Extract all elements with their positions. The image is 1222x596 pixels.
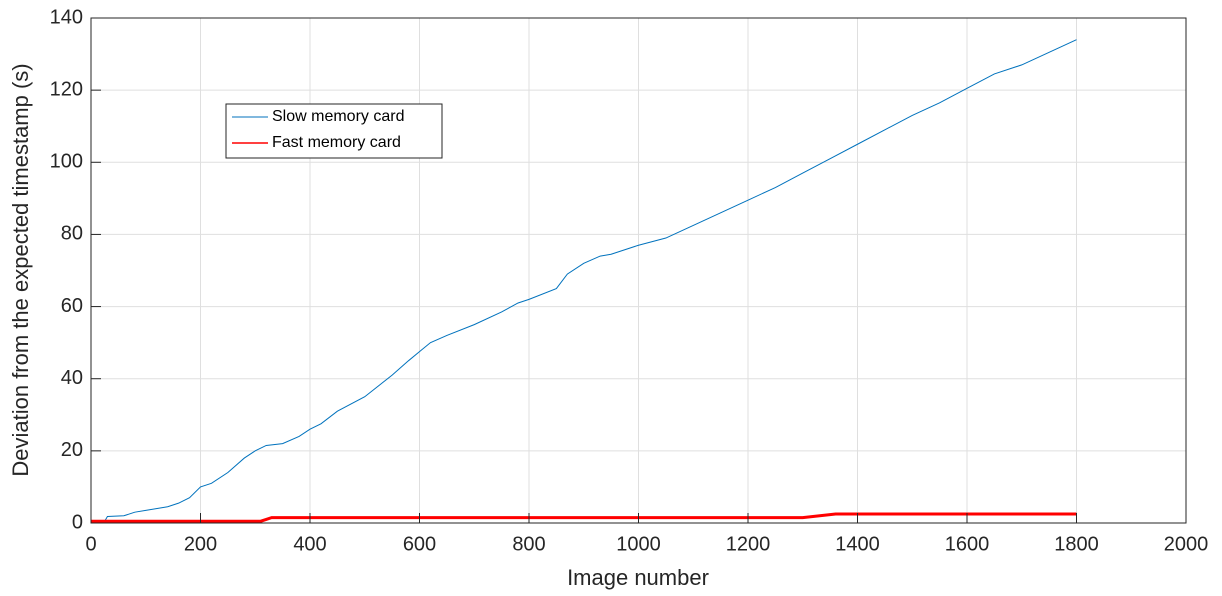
ticks: 0 200 400 600 800 1000 1200 1400 1600 1800 2000 0 20…	[50, 6, 1209, 555]
x-tick-label: 600	[403, 533, 436, 555]
y-tick-label: 80	[61, 223, 83, 245]
y-tick-label: 60	[61, 295, 83, 317]
legend-label: Slow memory card	[272, 108, 404, 125]
data-line	[91, 39, 1077, 522]
data-line	[91, 512, 1077, 523]
x-tick-label: 1200	[726, 533, 771, 555]
x-axis-label: Image number	[567, 565, 709, 590]
y-tick-label: 100	[50, 151, 83, 173]
legend: Slow memory card Fast memory card	[225, 103, 443, 159]
x-tick-label: 1000	[616, 533, 661, 555]
y-axis-label: Deviation from the expected timestamp (s…	[8, 63, 33, 476]
x-tick-label: 200	[184, 533, 217, 555]
x-tick-label: 800	[512, 533, 545, 555]
legend-label: Fast memory card	[272, 134, 401, 151]
y-tick-label: 120	[50, 78, 83, 100]
x-tick-label: 0	[85, 533, 96, 555]
y-tick-label: 20	[61, 439, 83, 461]
x-tick-label: 1600	[945, 533, 990, 555]
legend-box	[225, 103, 443, 159]
y-tick-label: 0	[72, 511, 83, 533]
x-tick-label: 1800	[1054, 533, 1099, 555]
y-tick-label: 140	[50, 6, 83, 28]
x-tick-label: 1400	[835, 533, 880, 555]
x-tick-label: 2000	[1164, 533, 1209, 555]
y-tick-label: 40	[61, 367, 83, 389]
x-tick-label: 400	[293, 533, 326, 555]
lines	[91, 39, 1077, 523]
